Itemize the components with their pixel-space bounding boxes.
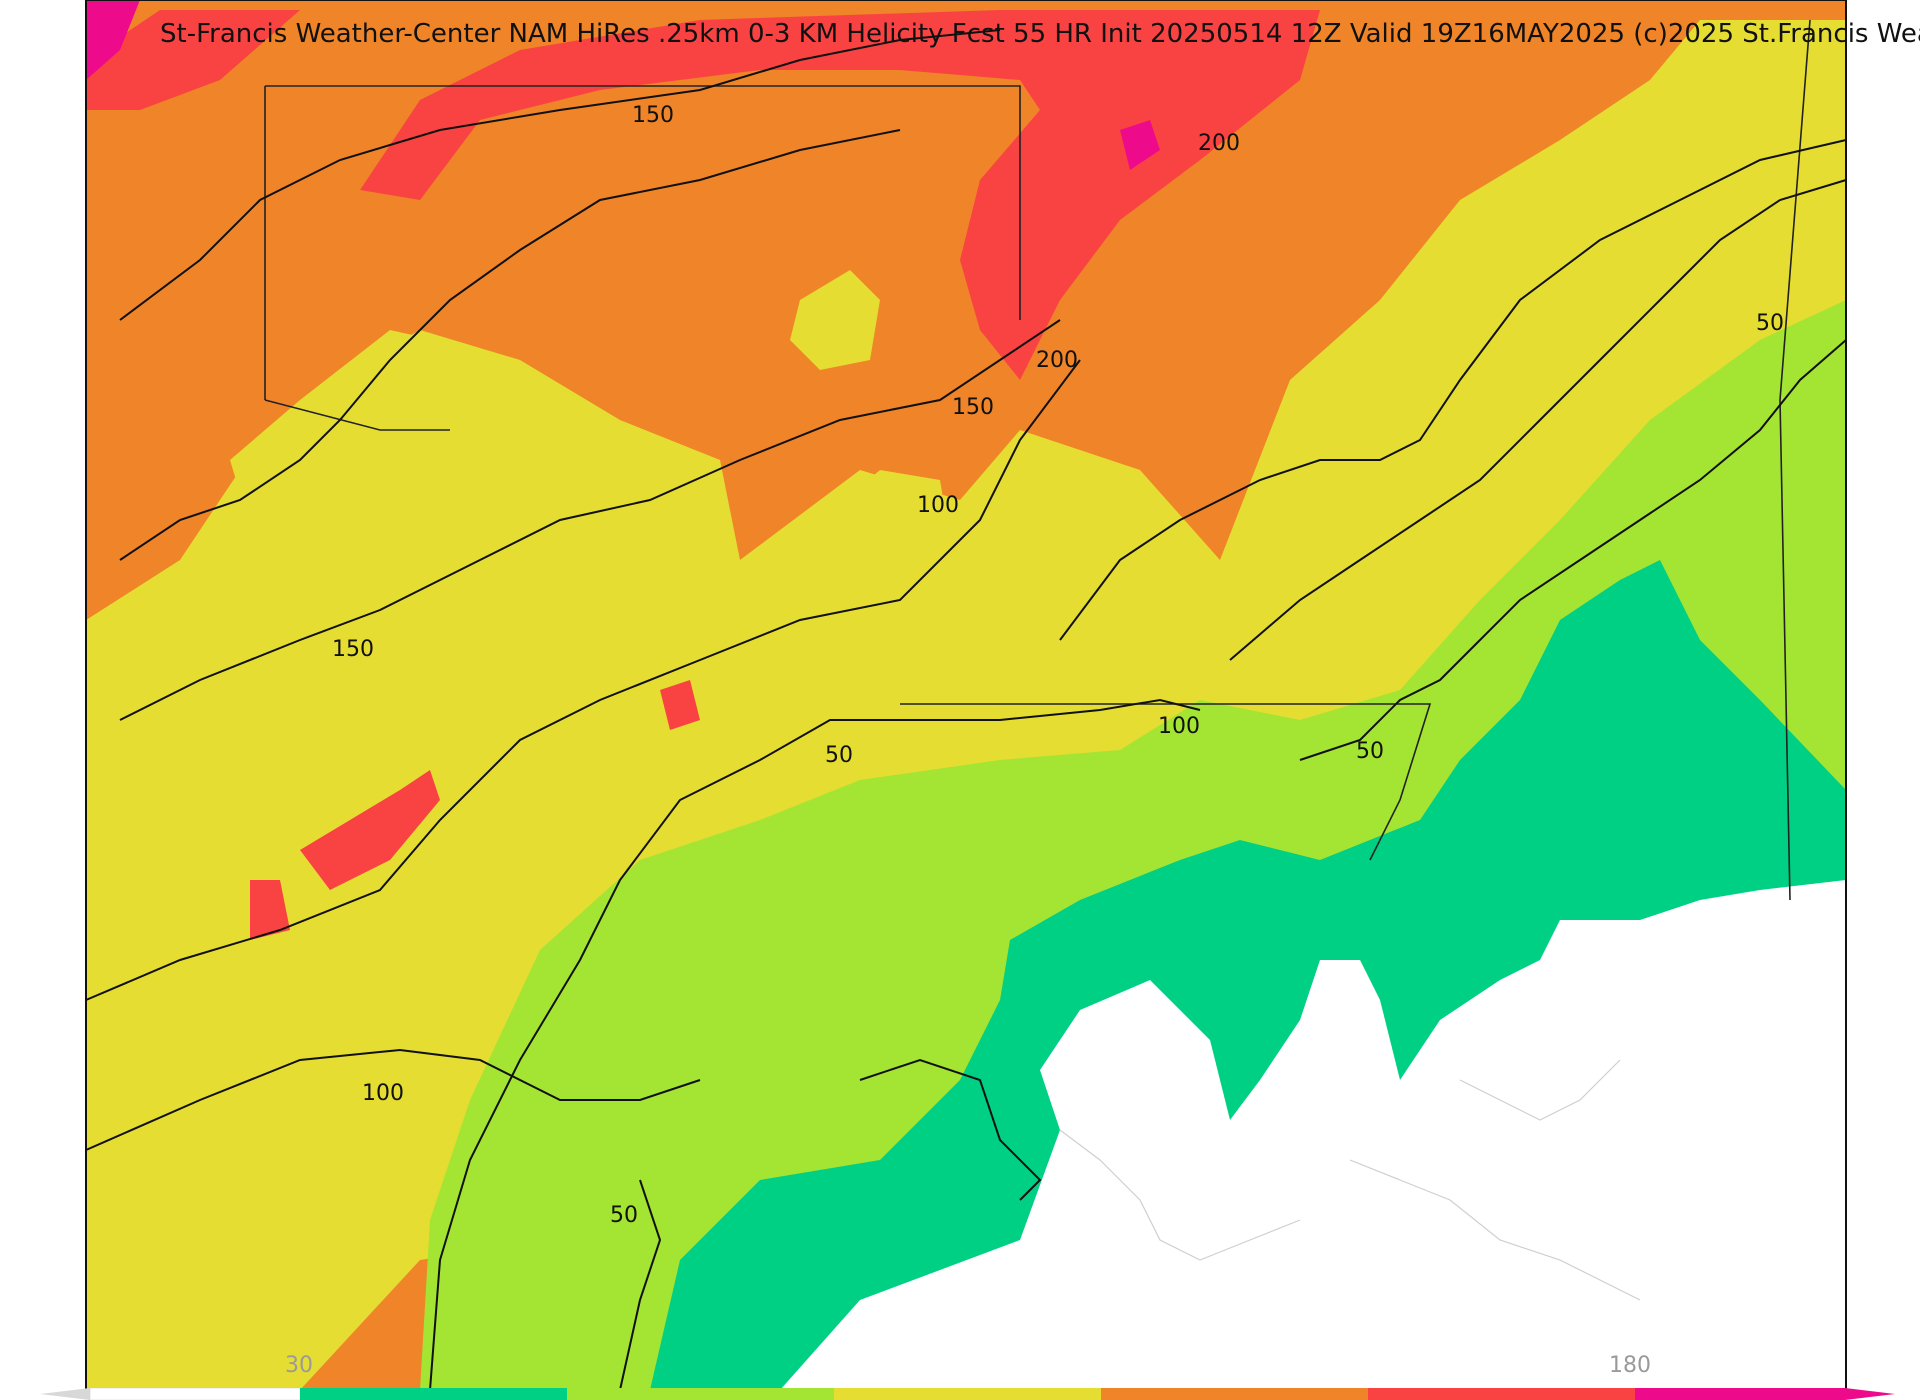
helicity-zone-red-north [360, 10, 1320, 380]
helicity-zone-red-spot-2 [660, 680, 700, 730]
contour-label: 100 [917, 493, 959, 518]
contour-lines [85, 29, 1847, 1391]
helicity-zone-magenta-north [1120, 120, 1160, 170]
helicity-patch-yellow-north [790, 270, 880, 370]
contour-label: 150 [632, 103, 674, 128]
contour-label: 50 [1756, 311, 1784, 336]
contour-label: 150 [952, 395, 994, 420]
contour-label: 200 [1198, 131, 1240, 156]
helicity-zone-white-coast [780, 880, 1846, 1390]
colorbar-end-left [40, 1388, 90, 1400]
colorbar-segment-white [89, 1387, 301, 1400]
colorbar-min-label: 30 [285, 1353, 313, 1378]
colorbar: 30 180 [40, 1353, 1895, 1400]
contour-label: 50 [610, 1203, 638, 1228]
contour-label: 100 [362, 1081, 404, 1106]
contour-label: 50 [1356, 739, 1384, 764]
colorbar-segment-green [300, 1388, 567, 1400]
map-title: St-Francis Weather-Center NAM HiRes .25k… [160, 19, 1920, 49]
coastline [1059, 1059, 1641, 1301]
contour-label: 50 [825, 743, 853, 768]
colorbar-max-label: 180 [1609, 1353, 1651, 1378]
contour-label-group: 150 200 200 150 100 150 50 100 50 50 100… [332, 103, 1784, 1228]
colorbar-segment-orange [1101, 1388, 1368, 1400]
colorbar-segment-magenta [1635, 1388, 1845, 1400]
colorbar-segment-red [1368, 1388, 1635, 1400]
helicity-zone-red-northwest [86, 10, 300, 110]
contour-label: 200 [1036, 348, 1078, 373]
contour-label: 150 [332, 637, 374, 662]
helicity-zone-red-west [300, 770, 440, 890]
colorbar-segment-yellow [834, 1388, 1101, 1400]
helicity-zone-magenta-nw [86, 0, 140, 80]
helicity-zone-red-spot [250, 880, 290, 940]
contour-label: 100 [1158, 714, 1200, 739]
colorbar-end-right [1845, 1388, 1895, 1400]
boundary-lines [264, 19, 1811, 901]
colorbar-segment-lime [567, 1388, 834, 1400]
helicity-patch-yellow-center [800, 470, 950, 640]
helicity-patch-yellow-nw [230, 330, 600, 700]
